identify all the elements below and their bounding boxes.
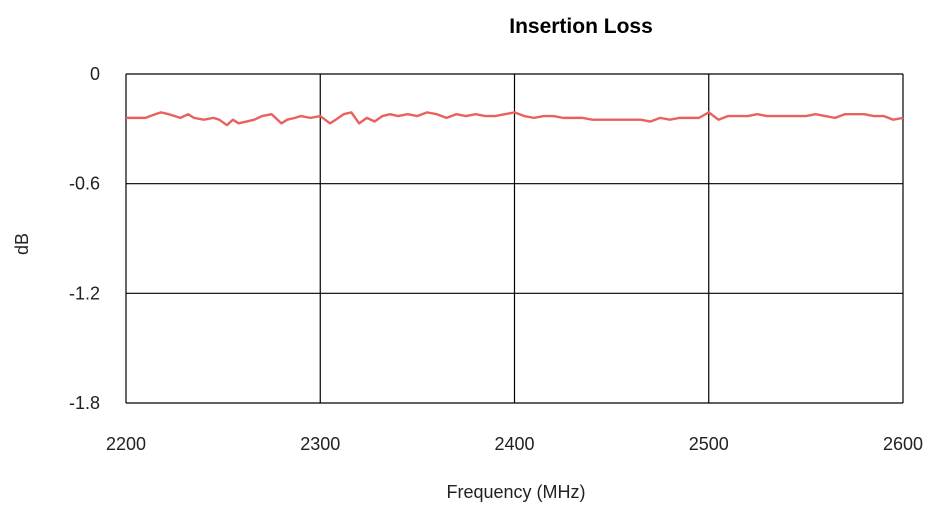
x-tick-label: 2200 (106, 434, 146, 454)
x-axis-label: Frequency (MHz) (446, 482, 585, 502)
y-tick-label: 0 (90, 64, 100, 84)
y-tick-label: -1.2 (69, 283, 100, 303)
y-axis-label: dB (12, 233, 32, 255)
insertion-loss-line (126, 111, 904, 127)
grid-lines (125, 73, 904, 404)
x-tick-label: 2500 (689, 434, 729, 454)
x-tick-label: 2400 (494, 434, 534, 454)
x-tick-label: 2300 (300, 434, 340, 454)
series-lines (126, 111, 904, 127)
tick-labels: 2200 2300 2400 2500 2600 0 -0.6 -1.2 -1.8 (69, 64, 923, 454)
chart-title: Insertion Loss (509, 15, 653, 38)
x-tick-label: 2600 (883, 434, 923, 454)
y-tick-label: -1.8 (69, 393, 100, 413)
y-tick-label: -0.6 (69, 174, 100, 194)
